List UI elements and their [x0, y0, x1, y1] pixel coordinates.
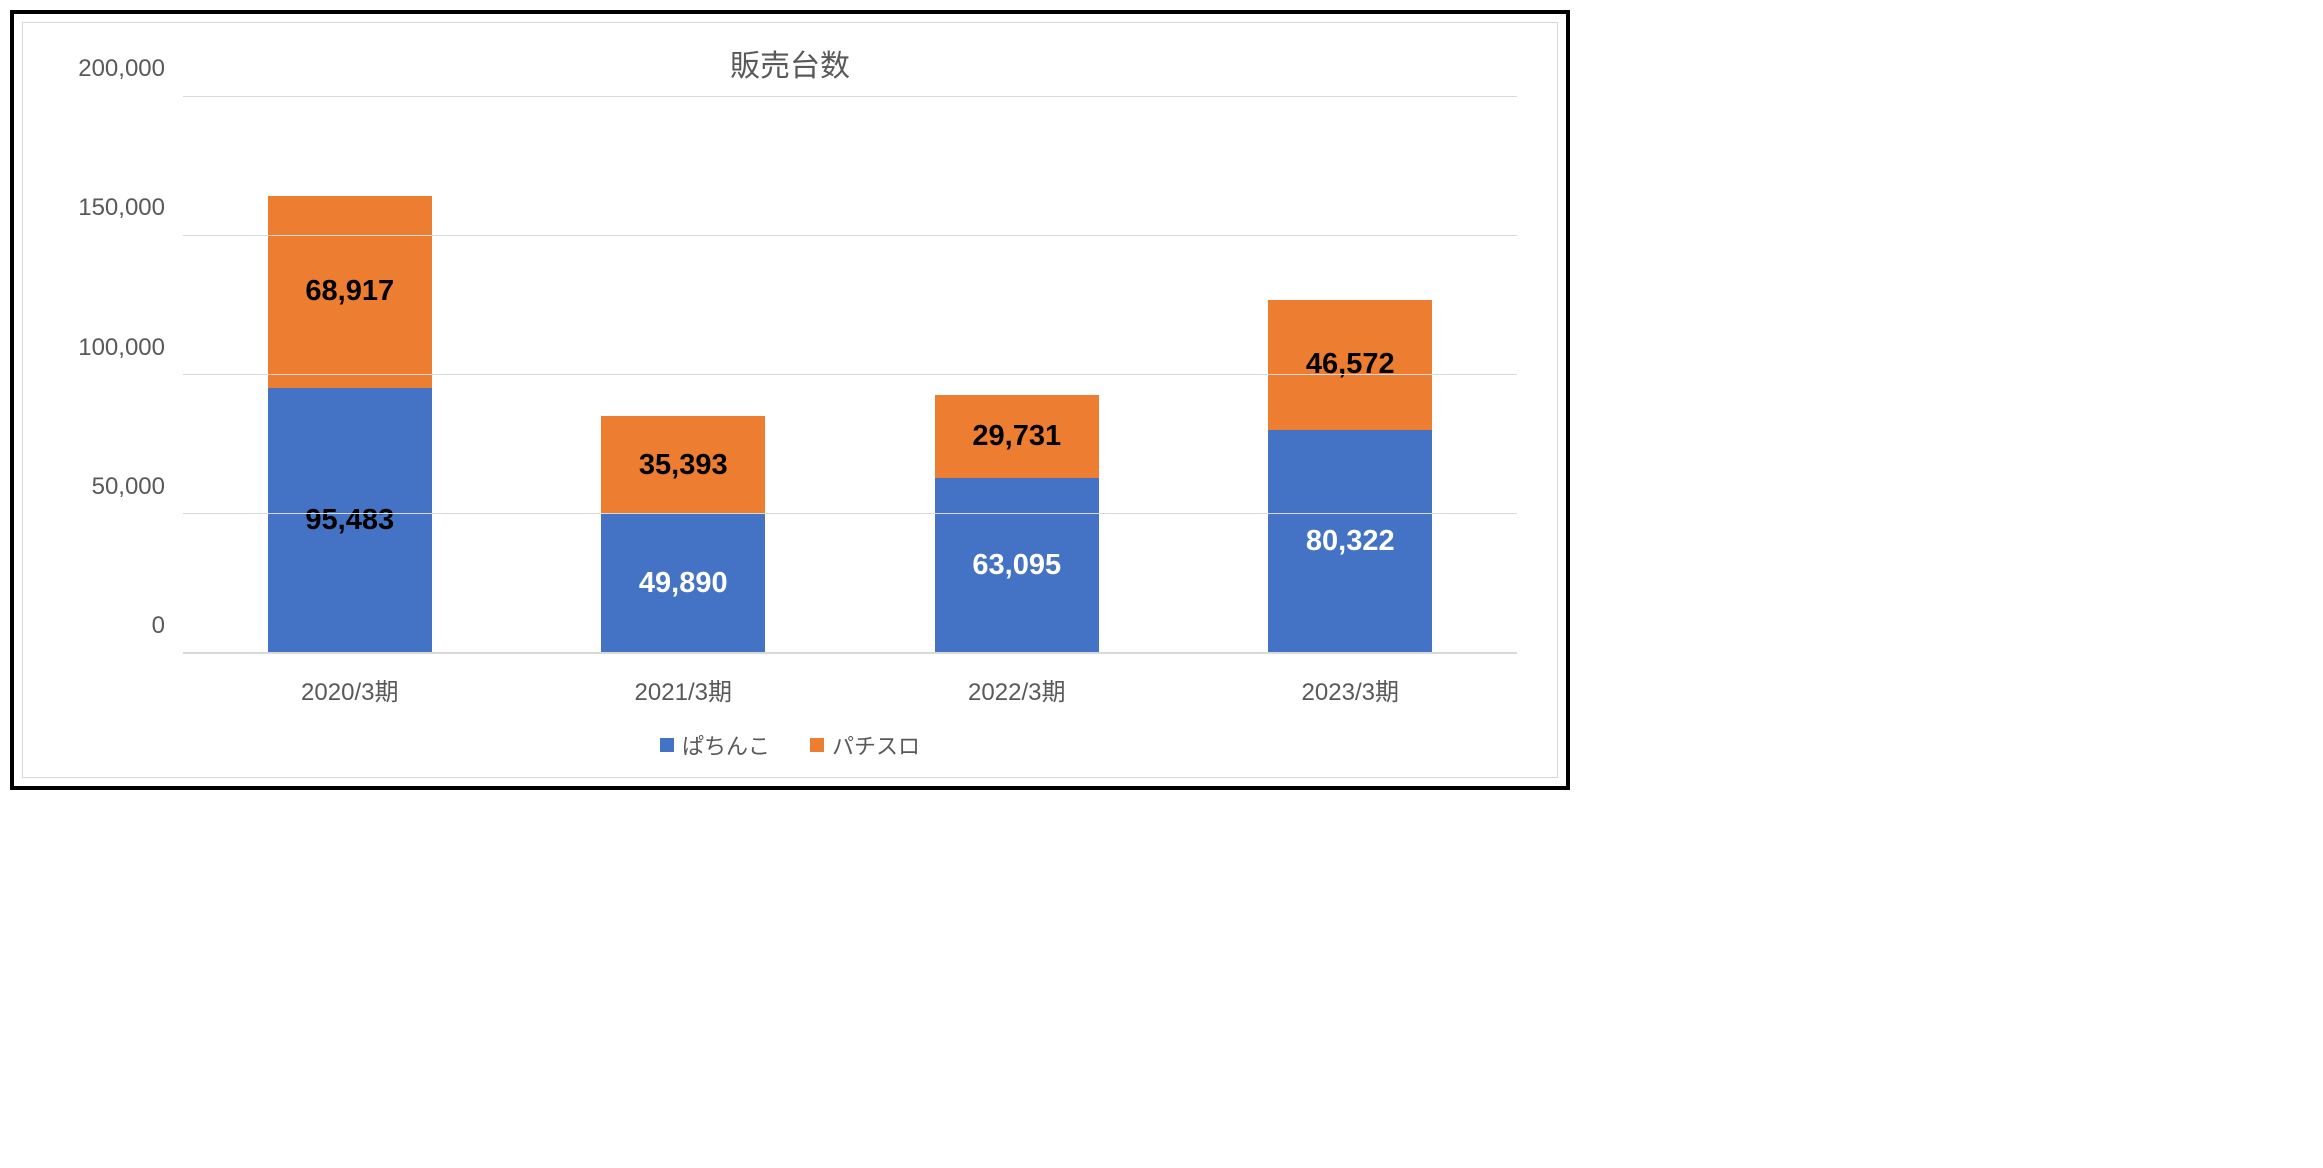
bar-segment: 29,731 — [935, 395, 1099, 478]
chart-container: 販売台数 0 50,000 100,000 150,000 200,000 95,483… — [10, 10, 1570, 790]
bar-value-label: 63,095 — [972, 549, 1061, 582]
x-axis-labels: 2020/3期 2021/3期 2022/3期 2023/3期 — [183, 672, 1517, 707]
grid-line — [183, 652, 1517, 653]
grid-line — [183, 235, 1517, 236]
legend: ぱちんこ パチスロ — [23, 707, 1557, 777]
bar-value-label: 49,890 — [639, 567, 728, 600]
bar-slot: 63,095 29,731 — [870, 97, 1163, 653]
bar-stack: 63,095 29,731 — [935, 395, 1099, 653]
bar-segment: 35,393 — [601, 416, 765, 514]
bar-segment: 63,095 — [935, 478, 1099, 653]
legend-item: ぱちんこ — [660, 729, 770, 761]
grid-line — [183, 96, 1517, 97]
y-tick-label: 0 — [152, 612, 165, 640]
bar-slot: 95,483 68,917 — [203, 97, 496, 653]
x-axis-label: 2021/3期 — [537, 672, 830, 707]
legend-label: ぱちんこ — [682, 729, 770, 761]
plot-area: 95,483 68,917 49,890 35,393 63,095 29,731 80,3… — [183, 97, 1517, 654]
grid-line — [183, 513, 1517, 514]
bar-value-label: 35,393 — [639, 449, 728, 482]
bar-value-label: 95,483 — [305, 504, 394, 537]
legend-swatch — [660, 738, 674, 752]
bar-stack: 80,322 46,572 — [1268, 300, 1432, 653]
bar-value-label: 80,322 — [1306, 525, 1395, 558]
bar-value-label: 46,572 — [1306, 348, 1395, 381]
x-axis-label: 2020/3期 — [203, 672, 496, 707]
y-axis: 050,000100,000150,000200,000 — [23, 97, 183, 654]
bar-value-label: 68,917 — [305, 275, 394, 308]
bar-segment: 46,572 — [1268, 300, 1432, 429]
y-tick-label: 200,000 — [78, 55, 165, 83]
legend-item: パチスロ — [810, 729, 920, 761]
y-tick-label: 100,000 — [78, 334, 165, 362]
grid-line — [183, 374, 1517, 375]
bar-segment: 68,917 — [268, 196, 432, 388]
bar-stack: 49,890 35,393 — [601, 416, 765, 653]
y-tick-label: 50,000 — [92, 473, 165, 501]
x-axis-label: 2022/3期 — [870, 672, 1163, 707]
y-tick-label: 150,000 — [78, 194, 165, 222]
x-axis-label: 2023/3期 — [1204, 672, 1497, 707]
chart-inner: 販売台数 0 50,000 100,000 150,000 200,000 95,483… — [22, 22, 1558, 778]
bar-segment: 49,890 — [601, 514, 765, 653]
bar-slot: 80,322 46,572 — [1204, 97, 1497, 653]
legend-label: パチスロ — [832, 729, 920, 761]
bar-segment: 95,483 — [268, 388, 432, 653]
bar-slot: 49,890 35,393 — [537, 97, 830, 653]
bar-value-label: 29,731 — [972, 420, 1061, 453]
legend-swatch — [810, 738, 824, 752]
chart-title: 販売台数 — [23, 23, 1557, 97]
bar-stack: 95,483 68,917 — [268, 196, 432, 653]
x-axis: 2020/3期 2021/3期 2022/3期 2023/3期 — [23, 654, 1557, 707]
bar-segment: 80,322 — [1268, 430, 1432, 653]
plot-zone: 050,000100,000150,000200,000 95,48368,91… — [23, 97, 1557, 654]
bars-row: 95,483 68,917 49,890 35,393 63,095 29,731 80,3… — [183, 97, 1517, 653]
